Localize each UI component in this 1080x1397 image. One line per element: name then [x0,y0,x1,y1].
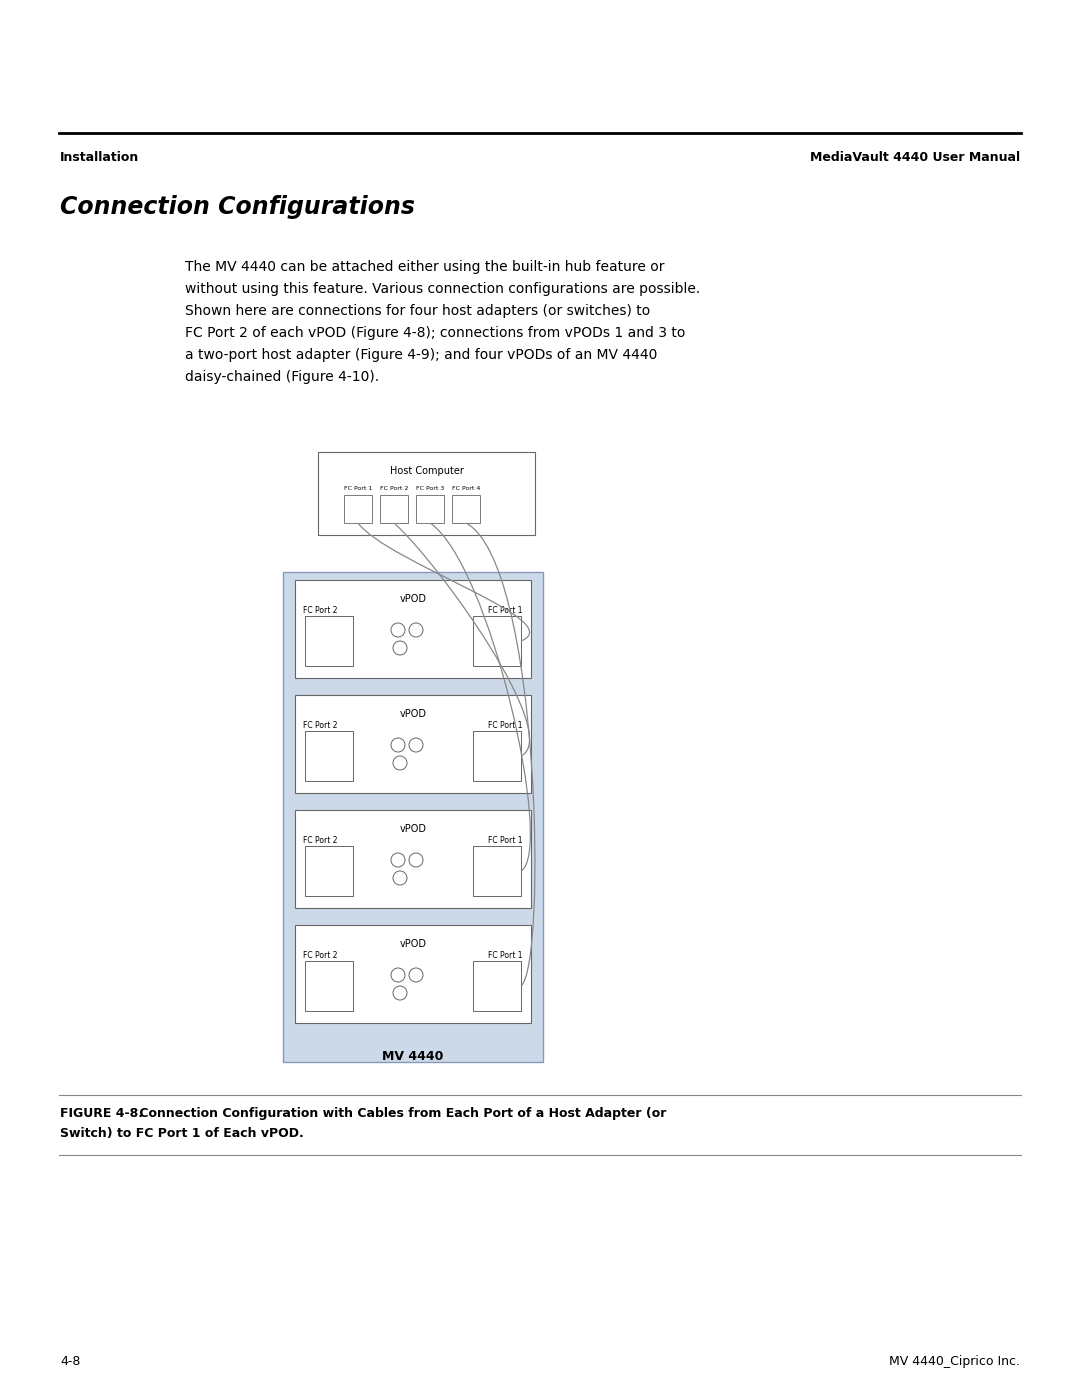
Bar [305,616,353,666]
Circle shape [409,854,423,868]
Text: FC Port 2: FC Port 2 [303,835,337,845]
Text: FC Port 4: FC Port 4 [451,486,481,490]
Bar [473,616,521,666]
Text: FC Port 1: FC Port 1 [488,835,523,845]
Bar [345,495,372,522]
Bar [453,495,480,522]
Text: FC Port 1: FC Port 1 [343,486,373,490]
Circle shape [391,854,405,868]
Bar [473,847,521,895]
Text: Connection Configuration with Cables from Each Port of a Host Adapter (or: Connection Configuration with Cables fro… [135,1106,666,1120]
Text: vPOD: vPOD [400,594,427,604]
Text: Connection Configurations: Connection Configurations [60,196,415,219]
Bar [473,961,521,1011]
Bar [305,731,353,781]
Bar [295,694,531,793]
Text: FC Port 2: FC Port 2 [303,606,337,615]
Bar [295,810,531,908]
Circle shape [409,738,423,752]
Bar [473,731,521,781]
Text: MV 4440: MV 4440 [382,1051,444,1063]
Circle shape [393,641,407,655]
Bar [318,453,535,535]
Text: vPOD: vPOD [400,824,427,834]
Circle shape [393,986,407,1000]
Bar [295,925,531,1023]
Text: without using this feature. Various connection configurations are possible.: without using this feature. Various conn… [185,282,700,296]
Circle shape [409,623,423,637]
Text: 4-8: 4-8 [60,1355,80,1368]
Text: Installation: Installation [60,151,139,163]
Circle shape [393,870,407,886]
Text: Shown here are connections for four host adapters (or switches) to: Shown here are connections for four host… [185,305,650,319]
Text: FC Port 2: FC Port 2 [303,951,337,960]
Text: FC Port 1: FC Port 1 [488,606,523,615]
Text: FC Port 2: FC Port 2 [303,721,337,731]
Text: vPOD: vPOD [400,939,427,949]
Text: a two-port host adapter (Figure 4-9); and four vPODs of an MV 4440: a two-port host adapter (Figure 4-9); an… [185,348,658,362]
Text: FIGURE 4-8.: FIGURE 4-8. [60,1106,143,1120]
Text: FC Port 1: FC Port 1 [488,721,523,731]
Circle shape [391,968,405,982]
Bar [305,847,353,895]
Text: The MV 4440 can be attached either using the built-in hub feature or: The MV 4440 can be attached either using… [185,260,664,274]
Bar [416,495,444,522]
Circle shape [409,968,423,982]
Text: FC Port 3: FC Port 3 [416,486,444,490]
Bar [380,495,408,522]
Text: Switch) to FC Port 1 of Each vPOD.: Switch) to FC Port 1 of Each vPOD. [60,1127,303,1140]
Circle shape [393,756,407,770]
Bar [305,961,353,1011]
Text: FC Port 2: FC Port 2 [380,486,408,490]
Bar [295,580,531,678]
Circle shape [391,623,405,637]
Text: FC Port 2 of each vPOD (Figure 4-8); connections from vPODs 1 and 3 to: FC Port 2 of each vPOD (Figure 4-8); con… [185,326,686,339]
Text: vPOD: vPOD [400,710,427,719]
Text: MV 4440_Ciprico Inc.: MV 4440_Ciprico Inc. [889,1355,1020,1368]
Circle shape [391,738,405,752]
Text: MediaVault 4440 User Manual: MediaVault 4440 User Manual [810,151,1020,163]
Text: Host Computer: Host Computer [390,467,463,476]
Text: FC Port 1: FC Port 1 [488,951,523,960]
Text: daisy-chained (Figure 4-10).: daisy-chained (Figure 4-10). [185,370,379,384]
Bar [283,571,543,1062]
